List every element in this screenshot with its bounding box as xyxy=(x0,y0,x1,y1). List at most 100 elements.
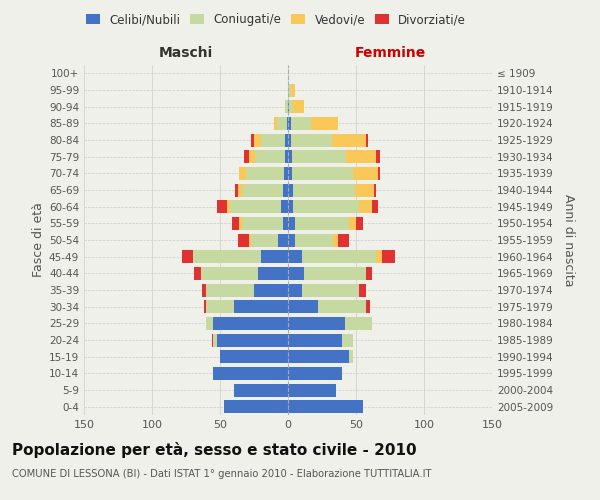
Bar xyxy=(287,117,288,130)
Text: Femmine: Femmine xyxy=(355,46,425,60)
Bar xyxy=(246,167,284,180)
Bar xyxy=(338,234,349,246)
Bar xyxy=(283,217,288,230)
Bar xyxy=(238,234,248,246)
Bar xyxy=(288,350,349,363)
Bar xyxy=(291,134,332,146)
Bar xyxy=(365,134,368,146)
Bar xyxy=(332,134,365,146)
Bar xyxy=(292,167,353,180)
Bar xyxy=(242,217,283,230)
Bar xyxy=(359,200,373,213)
Bar xyxy=(288,267,304,280)
Bar xyxy=(224,400,288,413)
Y-axis label: Anni di nascita: Anni di nascita xyxy=(562,194,575,286)
Bar xyxy=(374,184,376,196)
Bar xyxy=(345,317,373,330)
Bar xyxy=(376,250,382,263)
Bar xyxy=(376,150,380,163)
Bar xyxy=(182,250,193,263)
Bar xyxy=(288,184,293,196)
Bar xyxy=(378,167,380,180)
Bar xyxy=(220,350,288,363)
Bar xyxy=(284,167,288,180)
Bar xyxy=(356,217,363,230)
Bar xyxy=(295,217,349,230)
Bar xyxy=(238,184,242,196)
Bar xyxy=(251,234,278,246)
Bar xyxy=(302,250,376,263)
Bar xyxy=(288,250,302,263)
Bar xyxy=(288,84,291,96)
Bar xyxy=(288,200,293,213)
Bar xyxy=(233,300,288,313)
Bar xyxy=(213,334,217,346)
Bar xyxy=(213,367,288,380)
Bar xyxy=(194,267,201,280)
Bar xyxy=(258,267,288,280)
Bar xyxy=(349,217,356,230)
Bar xyxy=(278,234,288,246)
Bar xyxy=(244,150,248,163)
Bar xyxy=(285,100,288,113)
Bar xyxy=(235,184,238,196)
Bar xyxy=(206,300,233,313)
Bar xyxy=(283,184,288,196)
Bar xyxy=(333,234,338,246)
Bar xyxy=(230,200,281,213)
Bar xyxy=(232,217,239,230)
Bar xyxy=(254,284,288,296)
Bar xyxy=(248,234,251,246)
Bar xyxy=(202,284,206,296)
Bar xyxy=(288,300,318,313)
Bar xyxy=(382,250,395,263)
Bar xyxy=(355,184,374,196)
Bar xyxy=(288,217,295,230)
Text: COMUNE DI LESSONA (BI) - Dati ISTAT 1° gennaio 2010 - Elaborazione TUTTITALIA.IT: COMUNE DI LESSONA (BI) - Dati ISTAT 1° g… xyxy=(12,469,431,479)
Bar xyxy=(212,334,213,346)
Bar xyxy=(289,100,293,113)
Bar xyxy=(288,117,291,130)
Bar xyxy=(318,300,365,313)
Bar xyxy=(274,117,277,130)
Bar xyxy=(311,117,338,130)
Text: Maschi: Maschi xyxy=(159,46,213,60)
Bar xyxy=(349,350,353,363)
Bar xyxy=(261,134,285,146)
Bar xyxy=(277,117,287,130)
Legend: Celibi/Nubili, Coniugati/e, Vedovi/e, Divorziati/e: Celibi/Nubili, Coniugati/e, Vedovi/e, Di… xyxy=(81,8,471,31)
Bar xyxy=(291,117,311,130)
Bar xyxy=(292,150,346,163)
Bar xyxy=(295,234,333,246)
Bar xyxy=(359,284,365,296)
Bar xyxy=(261,250,288,263)
Bar xyxy=(304,267,365,280)
Bar xyxy=(206,284,254,296)
Bar xyxy=(239,217,242,230)
Bar xyxy=(203,300,206,313)
Bar xyxy=(288,150,292,163)
Bar xyxy=(251,134,254,146)
Bar xyxy=(288,234,295,246)
Bar xyxy=(288,400,363,413)
Bar xyxy=(288,100,289,113)
Bar xyxy=(256,150,285,163)
Bar xyxy=(206,317,213,330)
Bar xyxy=(353,167,378,180)
Bar xyxy=(281,200,288,213)
Bar xyxy=(233,384,288,396)
Bar xyxy=(288,384,335,396)
Bar xyxy=(288,167,292,180)
Bar xyxy=(288,134,291,146)
Bar xyxy=(288,334,343,346)
Y-axis label: Fasce di età: Fasce di età xyxy=(32,202,45,278)
Text: Popolazione per età, sesso e stato civile - 2010: Popolazione per età, sesso e stato civil… xyxy=(12,442,416,458)
Bar xyxy=(373,200,378,213)
Bar xyxy=(193,250,261,263)
Bar xyxy=(248,150,256,163)
Bar xyxy=(217,334,288,346)
Bar xyxy=(242,184,283,196)
Bar xyxy=(302,284,359,296)
Bar xyxy=(365,300,370,313)
Bar xyxy=(217,200,227,213)
